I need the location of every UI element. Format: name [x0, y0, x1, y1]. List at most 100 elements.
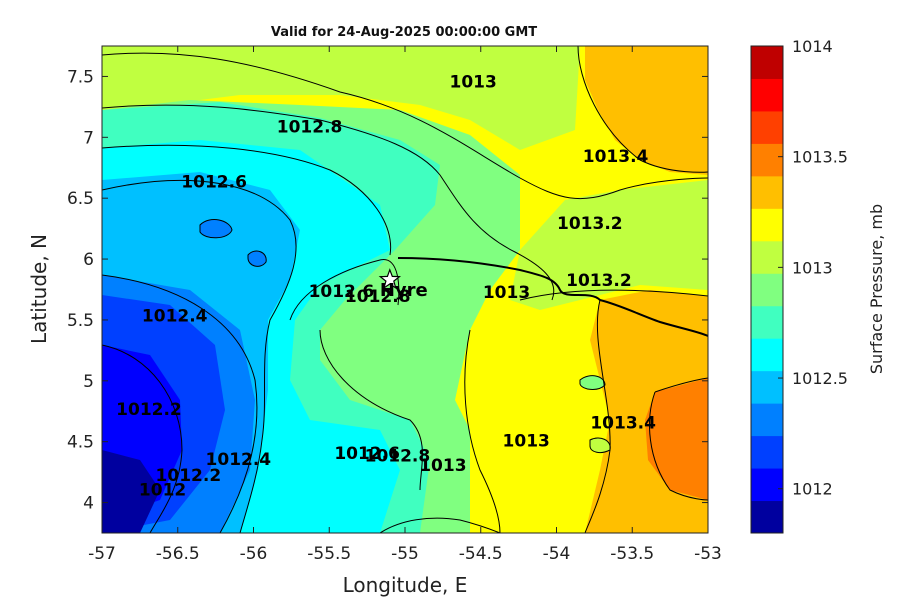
y-tick-label: 6 [83, 250, 94, 270]
coastline [397, 257, 708, 337]
colorbar-tick-label: 1013.5 [792, 148, 848, 167]
colorbar-segment [751, 78, 783, 112]
colorbar-segment [751, 338, 783, 372]
contour-line-1012-0 [102, 344, 183, 533]
x-tick-label: -57 [88, 544, 116, 564]
place-marker: Hyre [378, 268, 428, 301]
y-tick-label: 7.5 [67, 67, 94, 87]
star-icon [378, 268, 402, 290]
contour-label: 1013.4 [583, 147, 649, 167]
fill-1013-2-mid [510, 180, 708, 310]
y-tick-label: 4.5 [67, 433, 94, 453]
contour-line-south [379, 517, 501, 533]
colorbar-segment [751, 273, 783, 307]
contour-label: 1012.6 [309, 282, 375, 302]
colorbar-segment [751, 370, 783, 404]
contour-line-1013-2 [519, 289, 708, 301]
x-tick-label: -54.5 [459, 544, 503, 564]
contour-label: 1012.6 [334, 444, 400, 464]
fill-island-4 [590, 438, 611, 453]
colorbar-frame [750, 45, 784, 534]
colorbar-segment [751, 403, 783, 437]
x-axis-label: Longitude, E [343, 573, 468, 597]
contour-line-1013-north [102, 52, 708, 200]
contour-line-1012-6-mid [289, 259, 400, 321]
place-label: Hyre [380, 280, 428, 301]
contour-label: 1013 [450, 73, 497, 93]
fill-low-2 [102, 450, 160, 533]
fill-island-1 [200, 219, 232, 238]
contour-line-1013-6 [654, 377, 708, 393]
contour-label: 1012.4 [206, 450, 272, 470]
colorbar-segment [751, 46, 783, 79]
fill-darkorange-se [645, 378, 708, 500]
contour-line-1012-2 [102, 274, 258, 533]
contour-line-island-4 [589, 437, 611, 454]
colorbar-segment [751, 175, 783, 209]
y-tick-label: 6.5 [67, 189, 94, 209]
y-axis-ticks: 4 4.5 5 5.5 6 6.5 7 7.5 [67, 67, 708, 514]
contour-labels: 10131012.81012.61013.41013.21013.2101310… [116, 73, 656, 501]
fill-1013-2 [102, 46, 580, 150]
contour-label: 1013 [419, 456, 466, 476]
chart-title: Valid for 24-Aug-2025 00:00:00 GMT [271, 25, 537, 40]
contour-label: 1012.8 [365, 446, 431, 466]
contour-line-island-3 [579, 375, 606, 390]
contour-label: 1013.4 [590, 413, 656, 433]
contour-label: 1012.6 [181, 172, 247, 192]
x-tick-label: -55.5 [307, 544, 351, 564]
contour-line-1012-8-mid [319, 329, 423, 491]
contour-line-1012-4 [102, 179, 297, 533]
contour-line-1013-east [577, 46, 708, 173]
contour-line-island-1 [199, 219, 233, 239]
fill-orange-ne [585, 46, 708, 175]
colorbar-segment [751, 305, 783, 339]
contour-label: 1013 [503, 432, 550, 452]
contour-label: 1012.2 [116, 400, 182, 420]
y-tick-label: 5 [83, 372, 94, 392]
x-tick-label: -56.5 [156, 544, 200, 564]
x-tick-label: -53.5 [610, 544, 654, 564]
contour-label: 1013 [483, 283, 530, 303]
contour-label: 1013.2 [566, 271, 632, 291]
plot-area: 10131012.81012.61013.41013.21013.2101310… [102, 46, 708, 533]
colorbar-segment [751, 110, 783, 144]
contour-line-1013-mid [464, 329, 501, 533]
contour-fill-layer [102, 46, 708, 533]
contour-line-layer [102, 46, 708, 533]
colorbar-tick-label: 1013 [792, 258, 833, 277]
colorbar [750, 45, 784, 534]
colorbar-segment [751, 500, 783, 534]
colorbar-segment [751, 143, 783, 177]
colorbar-tick-label: 1012.5 [792, 369, 848, 388]
y-tick-label: 7 [83, 128, 94, 148]
colorbar-ticks: 1012 1012.5 1013 1013.5 1014 [778, 37, 848, 499]
colorbar-label: Surface Pressure, mb [867, 204, 886, 374]
y-axis-label: Latitude, N [27, 234, 51, 344]
colorbar-segment [751, 435, 783, 469]
y-tick-label: 4 [83, 494, 94, 514]
contour-label: 1012.4 [142, 306, 208, 326]
contour-label: 1013.2 [557, 214, 623, 234]
colorbar-segment [751, 468, 783, 502]
contour-label: 1012.2 [156, 466, 222, 486]
contour-label: 1012.8 [345, 287, 411, 307]
x-tick-label: -55 [391, 544, 419, 564]
x-axis-ticks: -57 -56.5 -56 -55.5 -55 -54.5 -54 -53.5 -53 [88, 46, 722, 564]
fill-island-2 [248, 251, 267, 267]
contour-line-1013-6b [649, 391, 708, 501]
colorbar-segment [751, 240, 783, 274]
x-tick-label: -54 [543, 544, 571, 564]
contour-line-1012-6 [102, 144, 392, 256]
fill-island-3 [580, 375, 605, 390]
contour-line-island-2 [247, 250, 267, 267]
contour-label: 1012.8 [277, 118, 343, 138]
colorbar-tick-label: 1014 [792, 37, 833, 56]
x-tick-label: -53 [694, 544, 722, 564]
contour-line-1012-8 [102, 104, 555, 301]
colorbar-tick-label: 1012 [792, 480, 833, 499]
x-tick-label: -56 [240, 544, 268, 564]
y-tick-label: 5.5 [67, 311, 94, 331]
contour-label: 1012 [139, 480, 186, 500]
